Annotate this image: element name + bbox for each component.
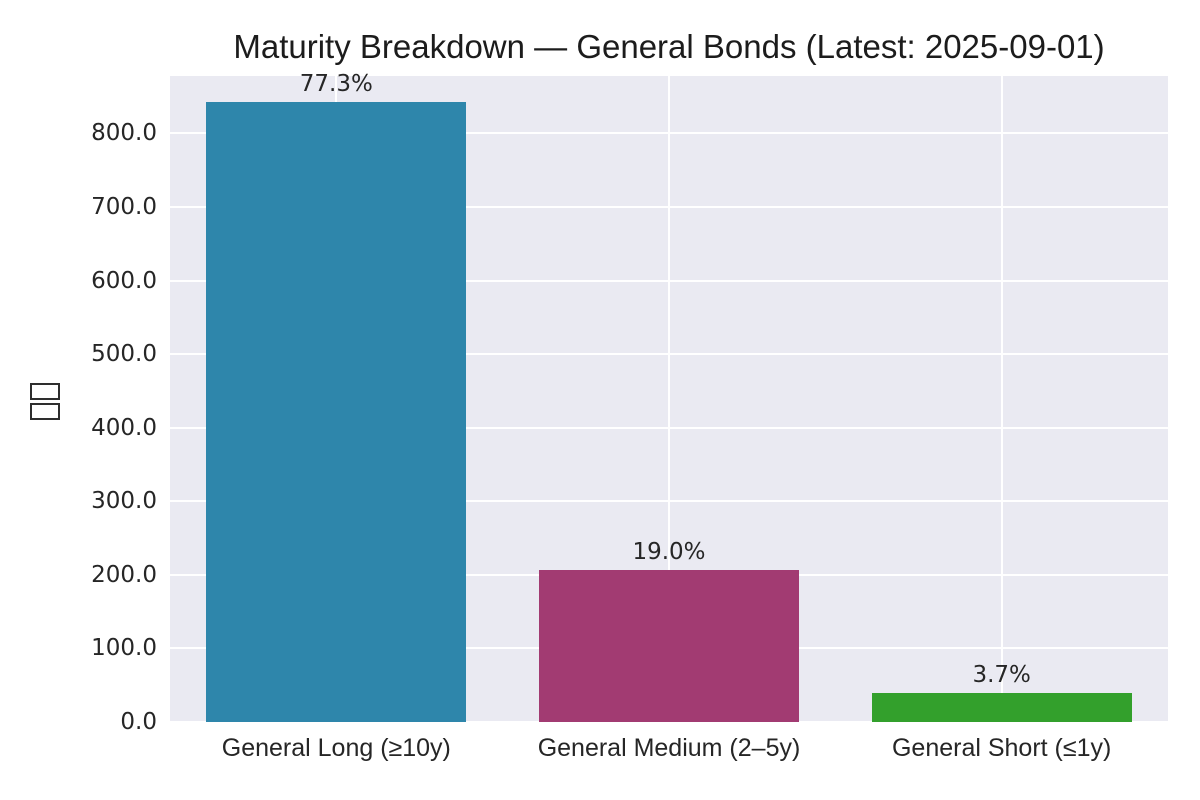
y-tick-label: 0.0: [120, 709, 157, 735]
gridline-horizontal: [170, 721, 1168, 723]
y-tick-label: 500.0: [91, 341, 157, 368]
bar-1: [206, 101, 467, 722]
y-tick-label: 600.0: [91, 267, 157, 294]
gridline-vertical: [668, 76, 670, 722]
x-tick-label: General Long (≥10y): [221, 734, 451, 762]
x-tick-label: General Medium (2–5y): [537, 734, 801, 762]
y-tick-label: 800.0: [91, 120, 157, 147]
y-axis-label-missing-glyphs: [30, 383, 60, 420]
chart-title: Maturity Breakdown — General Bonds (Late…: [233, 28, 1105, 65]
plot-area: 77.3% 19.0% 3.7%: [170, 71, 1168, 723]
y-tick-label: 400.0: [91, 414, 157, 441]
missing-glyph-box: [30, 383, 60, 400]
y-tick-label: 200.0: [91, 561, 157, 588]
y-tick-label: 100.0: [91, 635, 157, 662]
x-tick-label: General Short (≤1y): [891, 734, 1112, 762]
bar-value-label: 77.3%: [299, 70, 373, 97]
gridline-vertical: [1000, 76, 1003, 722]
y-tick-label: 700.0: [91, 193, 157, 220]
missing-glyph-box: [30, 403, 60, 420]
y-tick-label: 300.0: [91, 488, 157, 515]
bar-3: [871, 692, 1132, 722]
bar-2: [539, 569, 799, 722]
bar-value-label: 19.0%: [632, 538, 706, 565]
bar-value-label: 3.7%: [972, 661, 1031, 688]
